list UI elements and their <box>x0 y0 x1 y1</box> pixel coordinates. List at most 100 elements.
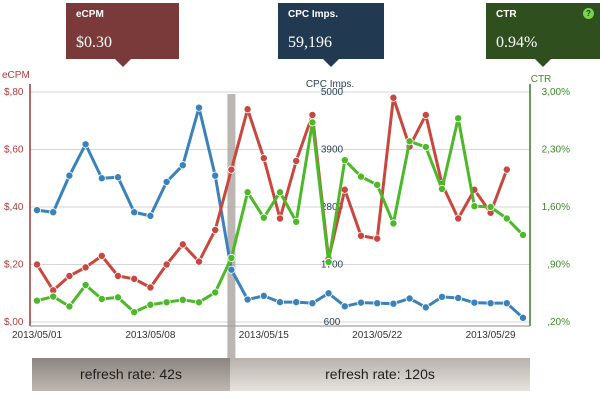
ecpm-data-point <box>194 257 203 266</box>
ecpm-data-point <box>33 260 42 269</box>
ecpm-data-point <box>373 234 382 243</box>
ctr-data-point <box>194 298 203 307</box>
cpc-card-pointer <box>323 59 339 67</box>
ecpm-data-point <box>114 271 123 280</box>
cpc-tick-label: 5000 <box>321 87 344 98</box>
ctr-data-point <box>146 300 155 309</box>
ctr-card-value: 0.94% <box>496 34 538 51</box>
ctr-data-point <box>227 253 236 262</box>
ecpm-tick-label: $,60 <box>4 145 24 156</box>
ctr-data-point <box>405 137 414 146</box>
x-tick-label: 2013/05/15 <box>239 330 289 341</box>
ctr-data-point <box>356 172 365 181</box>
ctr-data-point <box>243 188 252 197</box>
ecpm-data-point <box>211 225 220 234</box>
cpc-tick-label: 1700 <box>321 260 344 271</box>
cpc-data-point <box>146 211 155 220</box>
ctr-data-point <box>421 143 430 152</box>
ctr-data-point <box>275 188 284 197</box>
cpc-data-point <box>454 293 463 302</box>
ecpm-data-point <box>275 214 284 223</box>
ecpm-card-pointer <box>114 59 131 67</box>
cpc-data-point <box>324 289 333 298</box>
ecpm-data-point <box>389 93 398 102</box>
help-icon[interactable]: ? <box>583 8 594 19</box>
cpc-data-point <box>486 299 495 308</box>
ecpm-data-point <box>81 263 90 272</box>
ecpm-data-point <box>259 154 268 163</box>
ecpm-card-label: eCPM <box>76 9 104 20</box>
ecpm-data-point <box>97 251 106 260</box>
ctr-axis-title: CTR <box>531 74 552 85</box>
cpc-data-point <box>65 171 74 180</box>
ctr-summary-card: CTR 0.94% ? <box>486 3 600 67</box>
cpc-data-point <box>162 177 171 186</box>
cpc-data-point <box>437 292 446 301</box>
x-tick-label: 2013/05/08 <box>125 330 175 341</box>
ctr-data-point <box>470 202 479 211</box>
ecpm-axis-title: eCPM <box>2 70 30 81</box>
cpc-card-value: 59,196 <box>288 34 332 51</box>
ctr-data-point <box>389 219 398 228</box>
ecpm-data-point <box>146 283 155 292</box>
cpc-data-point <box>340 302 349 311</box>
cpc-data-point <box>405 294 414 303</box>
cpc-data-point <box>194 103 203 112</box>
refresh-rate-bar-left: refresh rate: 42s <box>32 358 230 391</box>
ctr-data-point <box>519 230 528 239</box>
x-tick-label: 2013/05/29 <box>466 330 516 341</box>
ctr-data-point <box>33 296 42 305</box>
ecpm-tick-label: $,80 <box>4 87 24 98</box>
ctr-data-point <box>162 298 171 307</box>
ctr-tick-label: 1,60% <box>542 202 570 213</box>
ctr-card-pointer <box>535 59 551 67</box>
cpc-data-point <box>211 171 220 180</box>
ecpm-data-point <box>502 165 511 174</box>
cpc-data-point <box>130 208 139 217</box>
ecpm-data-point <box>178 240 187 249</box>
cpc-data-point <box>178 161 187 170</box>
ecpm-tick-label: $,40 <box>4 202 24 213</box>
x-tick-label: 2013/05/01 <box>12 330 62 341</box>
ecpm-data-point <box>308 111 317 120</box>
cpc-data-point <box>259 291 268 300</box>
ctr-data-point <box>49 292 58 301</box>
ctr-tick-label: 3,00% <box>542 87 570 98</box>
cpc-data-point <box>97 174 106 183</box>
ctr-data-point <box>130 308 139 317</box>
cpc-data-point <box>33 206 42 215</box>
cpc-tick-label: 600 <box>324 317 341 328</box>
ctr-data-point <box>292 217 301 226</box>
cpc-data-point <box>421 303 430 312</box>
ctr-data-point <box>454 114 463 123</box>
ctr-tick-label: ,20% <box>547 317 570 328</box>
cpc-tick-label: 2800 <box>321 202 344 213</box>
cpc-card-label: CPC Imps. <box>288 9 339 20</box>
ctr-data-point <box>65 302 74 311</box>
ecpm-data-point <box>243 105 252 114</box>
ctr-data-point <box>324 258 333 267</box>
ctr-tick-label: 2,30% <box>542 145 570 156</box>
cpc-data-point <box>373 299 382 308</box>
refresh-divider <box>227 94 236 360</box>
ctr-data-point <box>308 118 317 127</box>
ecpm-tick-label: $,00 <box>4 317 24 328</box>
cpc-data-point <box>243 295 252 304</box>
ctr-data-point <box>259 213 268 222</box>
ctr-data-point <box>502 214 511 223</box>
ecpm-data-point <box>162 260 171 269</box>
ecpm-data-point <box>130 274 139 283</box>
ecpm-data-point <box>454 214 463 223</box>
ctr-tick-label: ,90% <box>547 260 570 271</box>
cpc-data-point <box>227 265 236 274</box>
cpc-data-point <box>470 298 479 307</box>
cpc-tick-label: 3900 <box>321 145 344 156</box>
cpc-data-point <box>389 299 398 308</box>
ctr-data-point <box>97 294 106 303</box>
cpc-data-point <box>502 299 511 308</box>
cpc-data-point <box>308 299 317 308</box>
refresh-rate-bar-right: refresh rate: 120s <box>230 358 530 391</box>
ctr-data-point <box>437 184 446 193</box>
ecpm-series-line <box>35 96 509 292</box>
ecpm-data-point <box>340 185 349 194</box>
